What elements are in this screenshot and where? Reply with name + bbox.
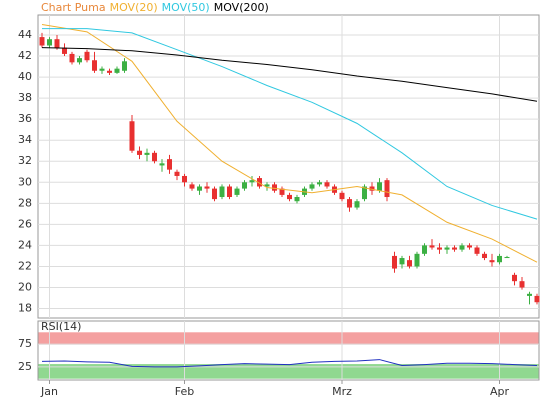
- candle-body: [264, 184, 270, 187]
- candle-body: [204, 186, 210, 189]
- candle-body: [384, 180, 390, 198]
- candle-body: [429, 245, 435, 248]
- candle-body: [452, 247, 457, 250]
- x-tick-label: Jan: [40, 385, 58, 398]
- y-tick-label: 24: [18, 238, 32, 251]
- candle-body: [437, 247, 442, 250]
- y-tick-label: 18: [18, 302, 32, 315]
- candle-body: [482, 253, 487, 259]
- candle-body: [422, 245, 427, 254]
- candle-body: [197, 186, 202, 191]
- candle-body: [99, 68, 105, 71]
- legend-entry: Chart Puma: [41, 1, 106, 14]
- candle-body: [519, 281, 525, 288]
- candle-body: [129, 121, 135, 151]
- candle-body: [219, 186, 225, 198]
- candle-body: [84, 51, 90, 61]
- rsi-title: RSI(14): [41, 320, 81, 333]
- candle-body: [504, 256, 510, 259]
- candle-body: [77, 58, 82, 63]
- x-tick-label: Mrz: [332, 385, 352, 398]
- candle-body: [152, 152, 157, 162]
- candle-body: [279, 188, 285, 195]
- y-tick-label: 28: [18, 196, 32, 209]
- candle-body: [242, 182, 247, 189]
- candle-body: [144, 152, 150, 155]
- candle-body: [362, 186, 367, 200]
- candle-body: [234, 188, 240, 195]
- candle-body: [309, 184, 315, 189]
- candle-body: [39, 37, 45, 46]
- candle-body: [347, 199, 352, 208]
- plot-layer: 18 20 22 24 26 28 30 32 34 36 38 40 42 44 25 75 Jan Feb Mr…: [18, 15, 540, 398]
- candle-body: [114, 68, 120, 73]
- candle-body: [92, 60, 97, 71]
- candle-body: [54, 39, 60, 48]
- candle-body: [137, 150, 142, 155]
- y-tick-label: 34: [18, 133, 32, 146]
- rsi-tick-label: 75: [18, 337, 32, 350]
- moving-average-line: [41, 23, 538, 263]
- candle-body: [527, 293, 532, 296]
- candle-body: [159, 163, 165, 166]
- price-panel: [37, 14, 540, 319]
- candle-body: [272, 184, 277, 191]
- candle-body: [212, 188, 217, 200]
- moving-average-line: [42, 28, 538, 220]
- x-tick-label: Feb: [175, 385, 194, 398]
- candle-body: [294, 197, 300, 202]
- candle-body: [392, 255, 397, 269]
- candle-body: [377, 182, 382, 191]
- candle-body: [399, 258, 405, 265]
- y-tick-label: 30: [18, 175, 32, 188]
- candle-body: [122, 61, 127, 71]
- legend-entry: MOV(200): [214, 1, 269, 14]
- candle-body: [489, 260, 495, 263]
- legend-entry: MOV(50): [162, 1, 210, 14]
- y-tick-label: 44: [18, 28, 32, 41]
- x-tick-label: Apr: [490, 385, 510, 398]
- y-tick-label: 36: [18, 112, 32, 125]
- candle-body: [69, 53, 75, 63]
- candle-body: [339, 192, 345, 200]
- y-tick-label: 26: [18, 217, 32, 230]
- y-tick-label: 38: [18, 91, 32, 104]
- candle-body: [369, 186, 375, 191]
- moving-average-line: [41, 47, 538, 102]
- candle-body: [324, 182, 330, 187]
- candle-body: [474, 247, 480, 254]
- candle-body: [497, 255, 502, 263]
- candle-body: [182, 175, 187, 183]
- y-tick-label: 40: [18, 70, 32, 83]
- candle-body: [287, 194, 292, 200]
- candle-body: [512, 274, 517, 282]
- rsi-line: [41, 359, 538, 368]
- candle-body: [317, 182, 322, 185]
- y-tick-label: 42: [18, 49, 32, 62]
- candle-body: [107, 70, 112, 73]
- rsi-tick-label: 25: [18, 360, 32, 373]
- candle-body: [407, 260, 412, 267]
- y-tick-label: 32: [18, 154, 32, 167]
- candle-body: [257, 178, 262, 187]
- candle-body: [189, 184, 195, 189]
- y-tick-label: 22: [18, 259, 32, 272]
- candle-body: [174, 171, 180, 176]
- candle-body: [167, 159, 172, 170]
- y-tick-label: 20: [18, 280, 32, 293]
- rsi-band: [38, 332, 539, 345]
- candle-body: [249, 180, 255, 183]
- candle-body: [227, 186, 232, 198]
- candle-body: [467, 245, 472, 248]
- candle-body: [444, 247, 450, 250]
- candle-body: [354, 201, 360, 208]
- legend-entry: MOV(20): [110, 1, 158, 14]
- candle-body: [534, 295, 540, 303]
- candle-body: [459, 245, 465, 250]
- candle-body: [47, 39, 52, 46]
- candle-body: [414, 253, 420, 267]
- candle-body: [62, 47, 67, 54]
